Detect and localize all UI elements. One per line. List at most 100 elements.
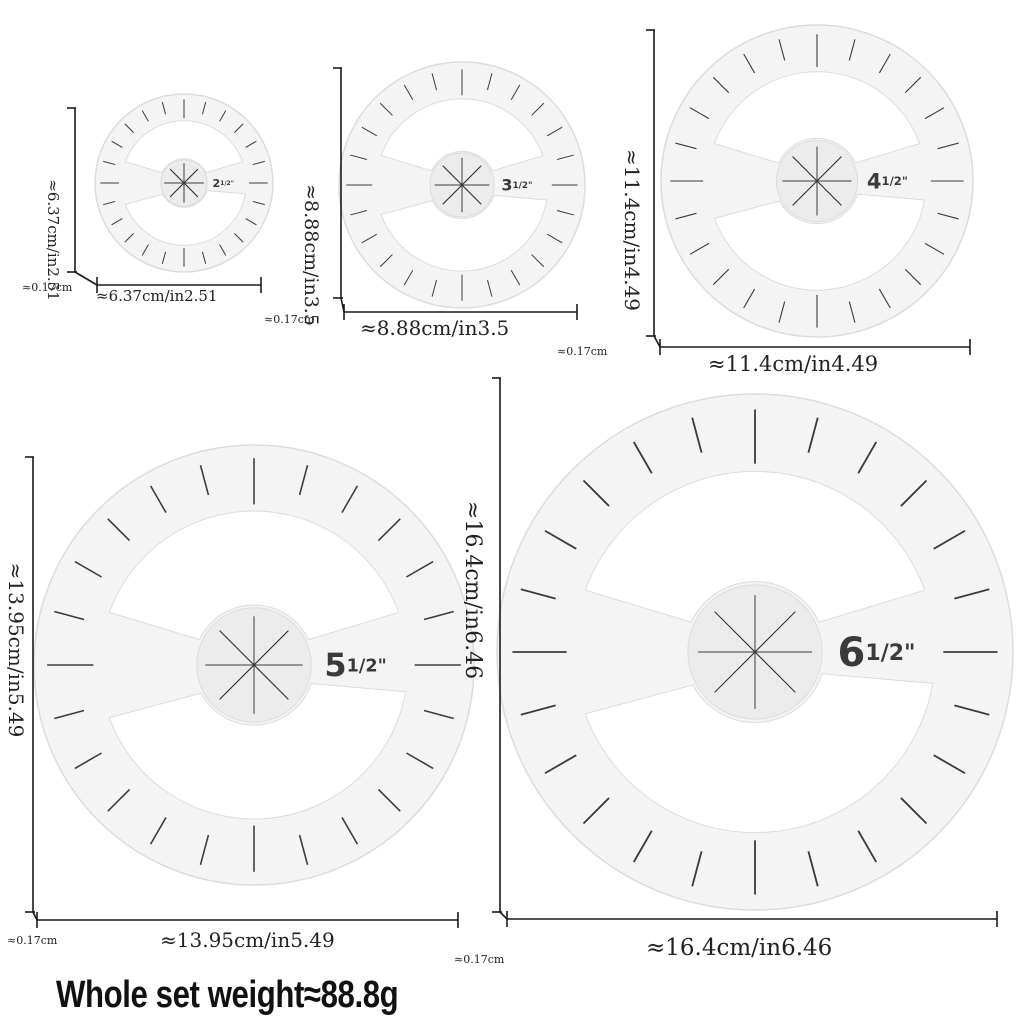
top-cutout <box>124 120 244 174</box>
rim-tick <box>423 709 454 720</box>
rim-tick <box>107 788 131 812</box>
thickness-label: ≈0.17cm <box>454 953 505 966</box>
rim-tick <box>74 560 102 578</box>
template-4-half: 41/2" ≈11.4cm/in4.49 ≈11.4cm/in4.49 ≈0.17cm <box>557 24 974 376</box>
rim-tick <box>379 102 393 116</box>
rim-tick <box>54 709 85 720</box>
rim-tick <box>689 107 710 120</box>
rim-tick <box>848 301 856 323</box>
rim-tick <box>743 53 756 74</box>
rim-tick <box>406 752 434 770</box>
top-cutout <box>713 71 921 164</box>
rim-tick <box>904 268 922 286</box>
thickness-label: ≈0.17cm <box>264 313 315 326</box>
rim-tick <box>431 279 438 297</box>
size-fraction: 1/2 <box>865 641 904 666</box>
rim-tick <box>900 797 928 825</box>
top-cutout <box>380 98 544 172</box>
rim-tick <box>582 797 610 825</box>
height-label: ≈13.95cm/in5.49 <box>4 563 28 738</box>
rim-tick <box>233 232 244 243</box>
rim-tick <box>520 588 556 600</box>
thickness-line <box>32 911 38 921</box>
rim-tick <box>201 251 207 264</box>
rim-tick <box>124 232 135 243</box>
rim-tick <box>298 465 309 496</box>
size-inch-mark: " <box>231 180 234 187</box>
rim-tick <box>544 529 577 550</box>
size-inch-mark: " <box>528 181 533 191</box>
hub-line <box>442 165 482 205</box>
rim-tick <box>423 610 454 621</box>
rim-tick <box>691 417 703 453</box>
rim-tick <box>431 73 438 91</box>
rim-tick <box>857 441 878 474</box>
rim-tick <box>74 752 102 770</box>
rim-tick <box>857 830 878 863</box>
rim-tick <box>807 417 819 453</box>
rim-tick <box>632 441 653 474</box>
rim-tick <box>712 268 730 286</box>
rim-tick <box>141 244 149 256</box>
rim-tick <box>111 140 123 148</box>
dimension-lines <box>25 456 459 928</box>
rim-tick <box>486 73 493 91</box>
size-inch-mark: " <box>378 656 387 676</box>
rim-tick <box>544 754 577 775</box>
height-label: ≈8.88cm/in3.5 <box>300 184 322 326</box>
rim-tick <box>933 529 966 550</box>
rim-tick <box>54 610 85 621</box>
rim-tick <box>103 200 116 206</box>
rim-tick <box>531 102 545 116</box>
height-label: ≈6.37cm/in2.51 <box>44 179 62 301</box>
rim-tick <box>103 160 116 166</box>
rim-tick <box>900 479 928 507</box>
size-label: 31/2" <box>501 176 532 195</box>
rim-tick <box>219 244 227 256</box>
bottom-cutout <box>124 189 246 246</box>
width-label: ≈16.4cm/in6.46 <box>646 935 832 961</box>
rim-tick <box>546 126 563 137</box>
size-fraction: 1/2 <box>220 180 231 187</box>
rim-tick <box>675 142 697 150</box>
hub-line <box>169 168 199 198</box>
size-label: 51/2" <box>324 646 386 684</box>
rim-tick <box>510 84 521 101</box>
width-label: ≈6.37cm/in2.51 <box>96 287 218 305</box>
rim-tick <box>111 218 123 226</box>
rim-tick <box>954 588 990 600</box>
height-label: ≈16.4cm/in6.46 <box>460 501 485 679</box>
rim-tick <box>341 817 359 845</box>
rim-tick <box>778 39 786 61</box>
thickness-line <box>653 335 661 348</box>
thickness-line <box>499 911 508 920</box>
rim-tick <box>807 851 819 887</box>
rim-tick <box>361 126 378 137</box>
rim-tick <box>298 834 309 865</box>
weight-caption: Whole set weight≈88.8g <box>56 974 399 1016</box>
rim-tick <box>199 834 210 865</box>
height-label: ≈11.4cm/in4.49 <box>620 149 644 311</box>
rim-tick <box>161 251 167 264</box>
rim-tick <box>377 518 401 542</box>
rim-tick <box>199 465 210 496</box>
rim-tick <box>149 817 167 845</box>
size-whole: 3 <box>501 176 512 195</box>
rim-tick <box>675 212 697 220</box>
rim-tick <box>219 110 227 122</box>
rim-tick <box>252 160 265 166</box>
rim-tick <box>245 218 257 226</box>
rim-tick <box>689 242 710 255</box>
width-label: ≈13.95cm/in5.49 <box>160 928 335 952</box>
thickness-label: ≈0.17cm <box>22 281 73 294</box>
top-cutout <box>108 510 400 641</box>
dimension-lines <box>492 377 998 927</box>
thickness-line <box>74 271 98 286</box>
dimension-lines <box>646 29 971 355</box>
rim-tick <box>124 123 135 134</box>
size-fraction: 1/2 <box>347 656 378 676</box>
width-label: ≈11.4cm/in4.49 <box>708 352 878 376</box>
thickness-label: ≈0.17cm <box>7 934 58 947</box>
thickness-label: ≈0.17cm <box>557 345 608 358</box>
